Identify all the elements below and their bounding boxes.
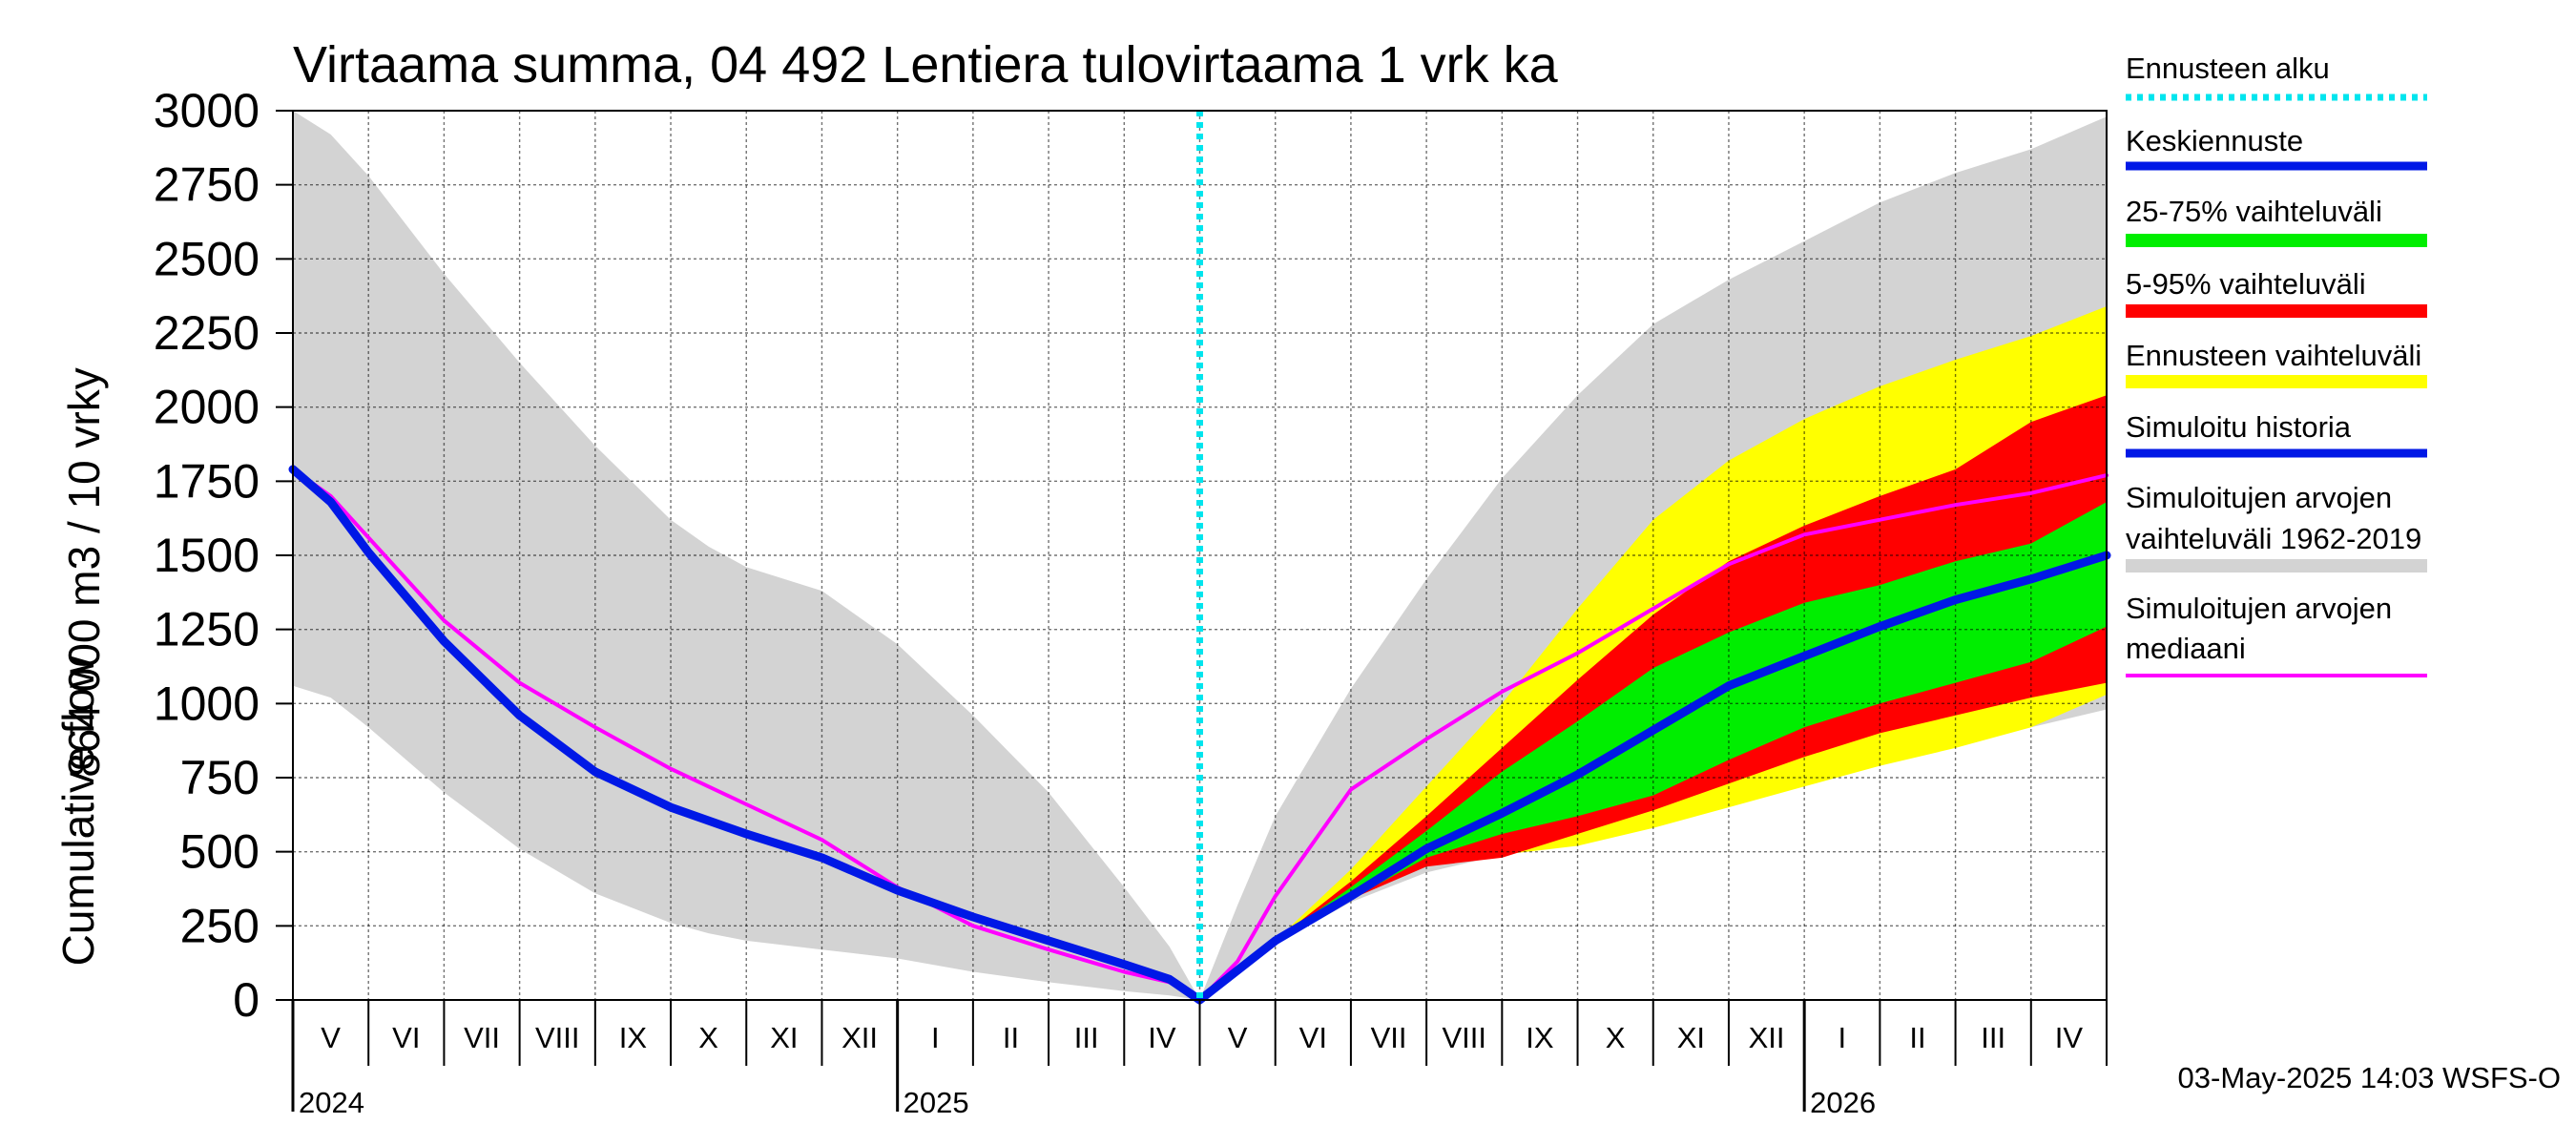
legend-item: Ennusteen alku <box>2126 52 2427 101</box>
legend-label: 5-95% vaihteluväli <box>2126 267 2366 301</box>
x-tick-label-month: I <box>1838 1021 1846 1054</box>
legend-label: Ennusteen alku <box>2126 52 2330 85</box>
legend-item: Simuloitujen arvojen vaihteluväli 1962-20… <box>2126 481 2427 572</box>
y-tick-label: 250 <box>180 899 260 952</box>
x-tick-label-month: V <box>321 1021 341 1054</box>
legend-swatch <box>2126 304 2427 318</box>
x-tick-label-month: I <box>931 1021 940 1054</box>
x-tick-label-month: XII <box>841 1021 878 1054</box>
x-tick-label-month: IV <box>1148 1021 1176 1054</box>
x-tick-label-month: VI <box>1299 1021 1327 1054</box>
legend-label: Keskiennuste <box>2126 124 2303 157</box>
legend-label-line2: vaihteluväli 1962-2019 <box>2126 522 2421 555</box>
timestamp-footer: 03-May-2025 14:03 WSFS-O <box>2178 1061 2561 1094</box>
y-tick-label: 750 <box>180 751 260 804</box>
legend-swatch <box>2126 559 2427 572</box>
x-tick-label-month: III <box>1981 1021 2005 1054</box>
legend-label: Simuloitujen arvojen <box>2126 592 2392 625</box>
x-tick-label-month: II <box>1909 1021 1925 1054</box>
y-tick-label: 1250 <box>154 603 260 656</box>
y-tick-label: 1500 <box>154 529 260 582</box>
x-tick-label-month: IX <box>1526 1021 1554 1054</box>
simulated-history-line <box>288 465 1204 1005</box>
x-tick-label-month: IX <box>619 1021 648 1054</box>
x-tick-label-month: VII <box>464 1021 500 1054</box>
legend-label: 25-75% vaihteluväli <box>2126 195 2382 228</box>
legend-label-line2: mediaani <box>2126 632 2246 665</box>
x-tick-label-year: 2024 <box>299 1086 364 1119</box>
x-tick-label-month: V <box>1228 1021 1248 1054</box>
mean-forecast-line <box>1195 551 2111 1005</box>
chart-title: Virtaama summa, 04 492 Lentiera tulovirt… <box>293 36 1559 94</box>
y-tick-label: 0 <box>233 973 260 1027</box>
plot-area: 0 250 500 750 1000 1250 1500 1750 2000 2250 2500 27… <box>154 84 2111 1119</box>
y-axis-label-units: 864 000 m3 / 10 vrky <box>59 367 109 778</box>
x-tick-label-month: IV <box>2055 1021 2084 1054</box>
legend-label: Simuloitu historia <box>2126 410 2352 444</box>
y-tick-label: 2000 <box>154 381 260 434</box>
legend-item: Simuloitujen arvojen mediaani <box>2126 592 2427 677</box>
legend-swatch <box>2126 234 2427 247</box>
legend-swatch <box>2126 375 2427 388</box>
y-tick-label: 2750 <box>154 158 260 212</box>
y-tick-label: 1000 <box>154 677 260 730</box>
y-tick-label: 2250 <box>154 306 260 360</box>
y-tick-label: 1750 <box>154 454 260 508</box>
legend-label: Ennusteen vaihteluväli <box>2126 339 2421 372</box>
x-tick-label-month: VII <box>1371 1021 1407 1054</box>
legend-label: Simuloitujen arvojen <box>2126 481 2392 514</box>
x-tick-label-month: II <box>1003 1021 1019 1054</box>
x-tick-label-month: XII <box>1749 1021 1785 1054</box>
legend-item: Simuloitu historia <box>2126 410 2427 458</box>
legend-item: Ennusteen vaihteluväli <box>2126 339 2427 388</box>
x-tick-label-year: 2026 <box>1810 1086 1876 1119</box>
x-tick-label-month: XI <box>770 1021 798 1054</box>
x-tick-label-month: VIII <box>1442 1021 1486 1054</box>
y-tick-label: 2500 <box>154 232 260 285</box>
x-tick-label-month: X <box>698 1021 718 1054</box>
x-tick-label-month: VI <box>392 1021 420 1054</box>
x-tick-label-month: VIII <box>535 1021 580 1054</box>
y-tick-label: 3000 <box>154 84 260 137</box>
x-tick-label-year: 2025 <box>904 1086 969 1119</box>
legend-item: Keskiennuste <box>2126 124 2427 171</box>
y-tick-label: 500 <box>180 825 260 879</box>
x-tick-label-month: XI <box>1677 1021 1705 1054</box>
y-axis-label-cumulative: Cumulative flow <box>53 656 103 966</box>
legend: Ennusteen alku Keskiennuste 25-75% vaihtel… <box>2126 52 2427 677</box>
legend-item: 5-95% vaihteluväli <box>2126 267 2427 318</box>
x-tick-label-month: X <box>1606 1021 1626 1054</box>
x-tick-label-month: III <box>1074 1021 1099 1054</box>
legend-item: 25-75% vaihteluväli <box>2126 195 2427 247</box>
